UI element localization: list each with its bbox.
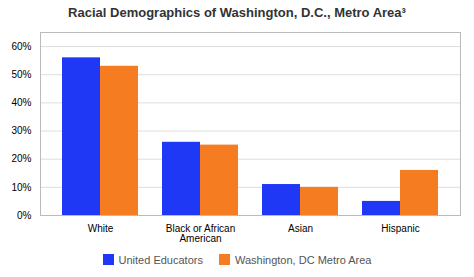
html-text:Washington, DC Metro Area: Washington, DC Metro Area	[234, 254, 372, 266]
html-text:Racial Demographics of Washing: Racial Demographics of Washington, D.C.,…	[68, 5, 406, 20]
svg-text:Black or AfricanAmerican: Black or AfricanAmerican	[166, 223, 235, 244]
svg-text:60%: 60%	[11, 41, 31, 52]
svg-text:30%: 30%	[11, 125, 31, 136]
svg-text:50%: 50%	[11, 69, 31, 80]
svg-text:0%: 0%	[17, 210, 32, 221]
svg-text:White: White	[88, 223, 114, 234]
svg-text:20%: 20%	[11, 153, 31, 164]
svg-text:Asian: Asian	[288, 223, 313, 234]
html-text:United Educators: United Educators	[118, 254, 203, 266]
svg-text:10%: 10%	[11, 182, 31, 193]
svg-text:40%: 40%	[11, 97, 31, 108]
svg-text:Hispanic: Hispanic	[381, 223, 419, 234]
